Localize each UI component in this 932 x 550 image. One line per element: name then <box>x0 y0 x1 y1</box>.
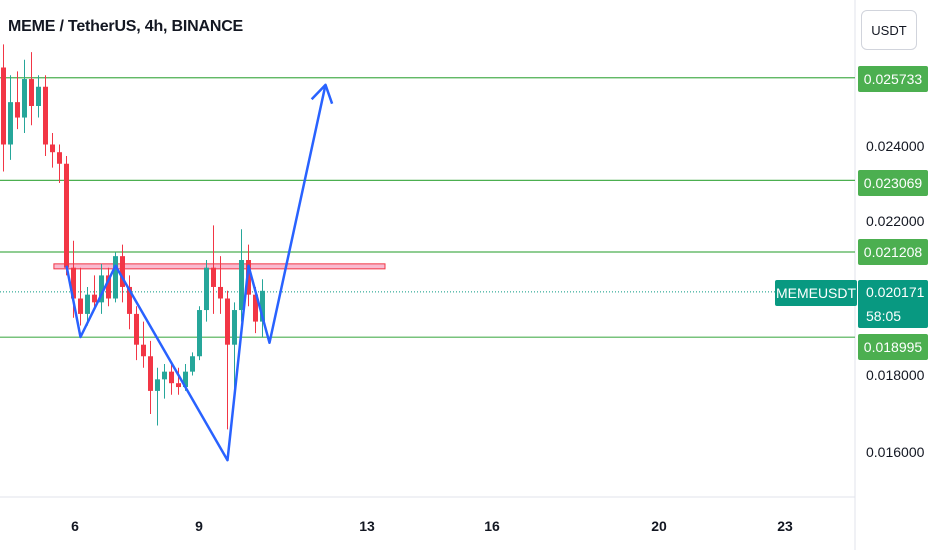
chart-title: MEME / TetherUS, 4h, BINANCE <box>8 18 244 35</box>
candle-down <box>78 298 83 314</box>
candle-down <box>134 313 139 345</box>
candle-down <box>120 256 125 287</box>
candle-up <box>113 256 118 299</box>
level-label[interactable]: 0.018995 <box>858 334 928 360</box>
symbol-badge: MEMEUSDT <box>775 280 857 306</box>
price-tick: 0.018000 <box>866 367 925 383</box>
candle-down <box>57 152 62 164</box>
price-tick: 0.016000 <box>866 444 925 460</box>
candle-down <box>169 371 174 384</box>
candle-up <box>239 260 244 311</box>
candle-up <box>232 310 237 345</box>
pattern-drawing[interactable] <box>65 84 327 462</box>
candle-up <box>183 371 188 388</box>
candle-up <box>36 86 41 106</box>
time-tick: 23 <box>777 518 793 534</box>
candle-down <box>106 275 111 299</box>
candle-up <box>99 275 104 303</box>
current-price-label: 0.020171 58:05 <box>858 280 928 328</box>
candle-up <box>190 356 195 372</box>
candle-down <box>141 344 146 357</box>
candle-down <box>1 67 6 145</box>
level-label[interactable]: 0.021208 <box>858 239 928 265</box>
candle-up <box>260 290 265 322</box>
price-tick: 0.022000 <box>866 213 925 229</box>
horizontal-levels[interactable] <box>0 77 855 338</box>
candle-down <box>29 79 34 106</box>
candle-up <box>85 294 90 314</box>
candle-down <box>64 163 69 268</box>
candle-down <box>211 267 216 287</box>
level-label[interactable]: 0.023069 <box>858 170 928 196</box>
level-label[interactable]: 0.025733 <box>858 66 928 92</box>
candle-down <box>218 286 223 299</box>
resistance-zone[interactable] <box>53 263 386 270</box>
currency-button[interactable]: USDT <box>861 10 917 50</box>
time-tick: 13 <box>359 518 375 534</box>
candle-down <box>15 102 20 118</box>
candle-up <box>8 102 13 145</box>
price-tick: 0.024000 <box>866 138 925 154</box>
candle-down <box>127 286 132 314</box>
arrow-head-icon <box>310 83 334 105</box>
candle-down <box>50 144 55 153</box>
time-tick: 9 <box>195 518 203 534</box>
candle-down <box>71 267 76 299</box>
candle-down <box>225 298 230 345</box>
candle-down <box>148 356 153 391</box>
candle-down <box>176 383 181 388</box>
candle-down <box>92 294 97 303</box>
candles <box>1 44 265 430</box>
time-tick: 20 <box>651 518 667 534</box>
bar-countdown: 58:05 <box>866 308 902 324</box>
candle-up <box>204 267 209 311</box>
candle-down <box>253 294 258 322</box>
candle-down <box>43 86 48 145</box>
current-price: 0.020171 <box>866 284 925 300</box>
candle-up <box>155 379 160 391</box>
candle-up <box>162 371 167 380</box>
time-tick: 6 <box>71 518 79 534</box>
candle-up <box>22 79 27 118</box>
candle-up <box>197 310 202 357</box>
time-tick: 16 <box>484 518 500 534</box>
